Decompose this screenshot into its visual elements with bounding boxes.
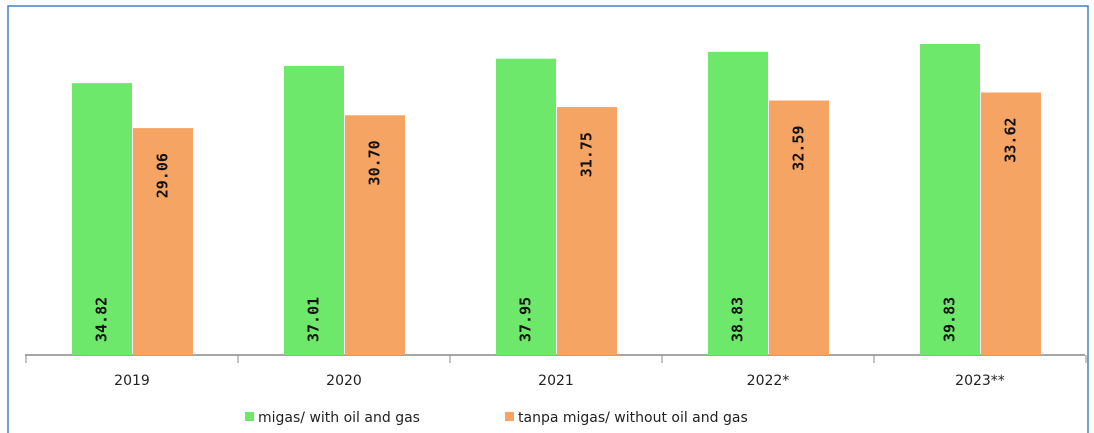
x-tick-label: 2021: [538, 373, 574, 389]
bar: [920, 44, 980, 355]
x-tick-label: 2019: [114, 373, 150, 389]
value-label: 31.75: [578, 132, 596, 177]
legend-label: migas/ with oil and gas: [258, 410, 420, 426]
x-tick-label: 2022*: [747, 373, 790, 389]
value-label: 34.82: [93, 297, 111, 342]
x-tick-label: 2023**: [955, 373, 1005, 389]
value-label: 30.70: [366, 140, 384, 185]
bar: [284, 66, 344, 356]
bar: [769, 100, 829, 356]
bar: [557, 107, 617, 355]
value-label: 32.59: [790, 126, 808, 171]
legend-label: tanpa migas/ without oil and gas: [518, 410, 748, 426]
value-label: 33.62: [1002, 117, 1020, 162]
legend-swatch: [245, 412, 254, 421]
bar: [496, 58, 556, 356]
value-label: 38.83: [729, 297, 747, 342]
bar: [133, 128, 193, 355]
legend-swatch: [505, 412, 514, 421]
value-label: 29.06: [154, 153, 172, 198]
x-tick-label: 2020: [326, 373, 362, 389]
frame: [7, 5, 1089, 433]
bar: [72, 83, 132, 355]
value-label: 37.95: [517, 297, 535, 342]
value-label: 39.83: [941, 297, 959, 342]
bar: [708, 51, 768, 355]
bar: [981, 92, 1041, 355]
bar: [345, 115, 405, 355]
value-label: 37.01: [305, 297, 323, 342]
